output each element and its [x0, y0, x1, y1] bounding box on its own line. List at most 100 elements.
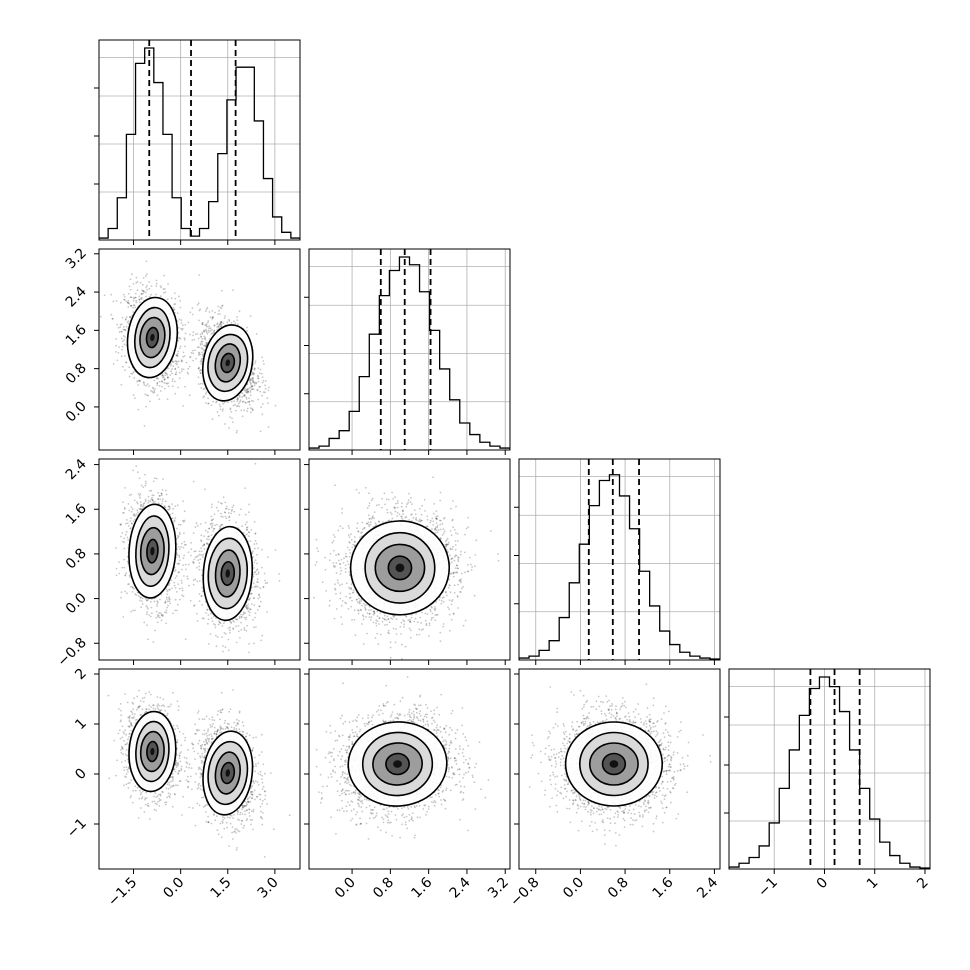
- scatter-point: [216, 411, 219, 413]
- scatter-point: [199, 342, 202, 345]
- scatter-point: [141, 603, 144, 605]
- scatter-point: [239, 399, 242, 401]
- scatter-point: [160, 614, 163, 617]
- scatter-point: [201, 338, 204, 340]
- scatter-point: [130, 493, 133, 496]
- scatter-point: [156, 377, 159, 379]
- scatter-point: [249, 379, 252, 381]
- scatter-point: [255, 333, 258, 335]
- scatter-point: [240, 409, 243, 412]
- scatter-point: [124, 369, 126, 372]
- scatter-point: [122, 501, 124, 503]
- scatter-point: [178, 377, 181, 380]
- scatter-point: [249, 378, 251, 380]
- scatter-point: [177, 546, 180, 548]
- scatter-point: [197, 383, 200, 385]
- scatter-point: [249, 391, 252, 393]
- contour-line-0: [202, 324, 254, 402]
- scatter-point: [173, 584, 176, 587]
- scatter-point: [163, 288, 166, 290]
- scatter-point: [180, 359, 183, 362]
- scatter-point: [132, 304, 135, 307]
- scatter-point: [219, 322, 222, 325]
- scatter-point: [203, 344, 205, 347]
- scatter-point: [103, 294, 106, 297]
- scatter-point: [176, 591, 178, 593]
- scatter-point: [184, 323, 187, 326]
- scatter-point: [132, 587, 134, 589]
- histogram-0: [99, 47, 300, 240]
- scatter-point: [199, 360, 202, 363]
- scatter-point: [167, 382, 170, 384]
- scatter-point: [132, 306, 135, 309]
- scatter-point: [123, 547, 126, 550]
- scatter-point: [168, 588, 170, 591]
- scatter-point: [196, 304, 199, 306]
- scatter-point: [201, 360, 203, 363]
- scatter-point: [259, 385, 262, 388]
- scatter-point: [143, 382, 145, 384]
- scatter-point: [219, 325, 222, 328]
- scatter-point: [178, 554, 181, 557]
- scatter-point: [253, 384, 256, 387]
- scatter-point: [125, 300, 128, 303]
- scatter-point: [178, 523, 180, 526]
- scatter-point: [163, 274, 166, 277]
- scatter-point: [205, 393, 207, 395]
- scatter-point: [211, 519, 214, 521]
- scatter-point: [115, 547, 117, 549]
- scatter-point: [252, 373, 255, 376]
- scatter-point: [231, 417, 233, 420]
- scatter-point: [181, 587, 184, 590]
- scatter-point: [141, 297, 143, 299]
- scatter-point: [229, 629, 231, 632]
- scatter-point: [198, 351, 201, 354]
- scatter-point: [135, 296, 137, 299]
- scatter-point: [135, 301, 138, 304]
- scatter-point: [201, 351, 203, 354]
- scatter-point: [133, 297, 136, 300]
- scatter-point: [169, 602, 172, 605]
- scatter-point: [140, 293, 143, 296]
- scatter-point: [194, 349, 196, 352]
- scatter-point: [140, 504, 142, 507]
- scatter-point: [168, 506, 171, 508]
- scatter-point: [207, 618, 210, 621]
- scatter-point: [162, 288, 165, 290]
- scatter-point: [178, 556, 181, 559]
- scatter-point: [116, 323, 118, 326]
- scatter-point: [246, 326, 248, 329]
- scatter-point: [117, 352, 120, 354]
- scatter-point: [183, 543, 186, 546]
- scatter-point: [164, 600, 167, 603]
- scatter-point: [130, 372, 133, 375]
- scatter-point: [177, 535, 180, 538]
- scatter-point: [139, 297, 142, 300]
- scatter-point: [150, 498, 153, 501]
- scatter-point: [207, 531, 209, 534]
- scatter-point: [158, 495, 161, 497]
- scatter-point: [125, 522, 127, 525]
- scatter-point: [197, 302, 200, 305]
- scatter-point: [184, 543, 187, 546]
- scatter-point: [131, 508, 134, 511]
- scatter-point: [135, 513, 138, 515]
- scatter-point: [142, 277, 145, 279]
- scatter-point: [123, 541, 126, 544]
- scatter-point: [186, 371, 189, 374]
- scatter-point: [237, 625, 240, 627]
- scatter-point: [204, 338, 207, 341]
- scatter-point: [160, 613, 163, 616]
- scatter-point: [213, 331, 216, 334]
- scatter-point: [274, 404, 277, 407]
- scatter-point: [267, 389, 270, 392]
- scatter-point: [191, 313, 194, 316]
- scatter-point: [236, 400, 239, 402]
- scatter-point: [197, 337, 200, 340]
- scatter-point: [146, 284, 148, 287]
- scatter-point: [185, 361, 188, 364]
- scatter-point: [115, 338, 118, 340]
- scatter-point: [224, 515, 227, 518]
- scatter-point: [217, 313, 220, 315]
- scatter-point: [177, 583, 180, 585]
